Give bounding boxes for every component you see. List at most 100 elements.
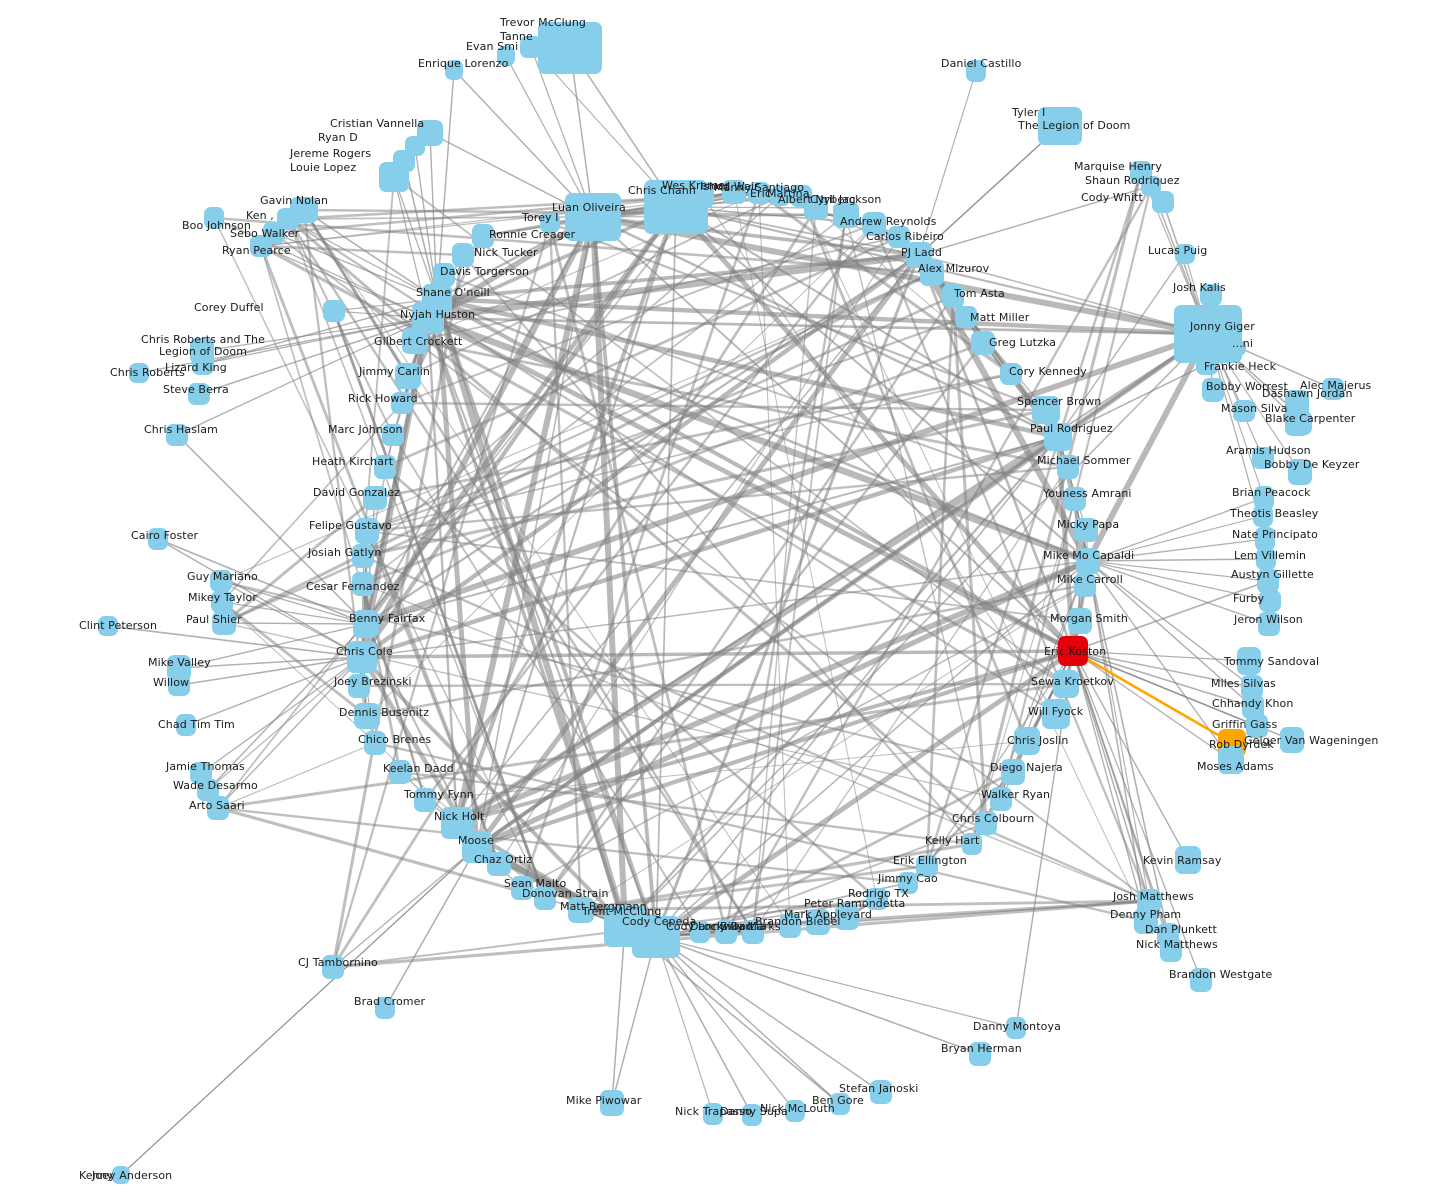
graph-node[interactable] xyxy=(1134,908,1158,934)
graph-node[interactable] xyxy=(391,392,413,414)
graph-node[interactable] xyxy=(538,22,602,74)
graph-node[interactable] xyxy=(1044,423,1072,451)
graph-node[interactable] xyxy=(1053,670,1079,698)
graph-node[interactable] xyxy=(1042,699,1070,729)
graph-node[interactable] xyxy=(354,703,380,729)
graph-node[interactable] xyxy=(862,212,886,236)
graph-node[interactable] xyxy=(898,872,918,894)
graph-node[interactable] xyxy=(540,213,560,233)
graph-node[interactable] xyxy=(1006,1017,1026,1039)
graph-node[interactable] xyxy=(1074,518,1098,542)
graph-node[interactable] xyxy=(487,852,511,876)
graph-node[interactable] xyxy=(565,193,621,241)
graph-node[interactable] xyxy=(192,353,214,375)
graph-node[interactable] xyxy=(690,182,714,208)
graph-node[interactable] xyxy=(568,897,594,923)
graph-node[interactable] xyxy=(374,455,396,479)
graph-node[interactable] xyxy=(690,921,710,943)
graph-node[interactable] xyxy=(166,424,188,446)
graph-node[interactable] xyxy=(1014,727,1040,755)
graph-node[interactable] xyxy=(975,811,997,835)
graph-node[interactable] xyxy=(770,186,790,206)
graph-node[interactable] xyxy=(962,833,982,855)
graph-node[interactable] xyxy=(197,779,219,801)
graph-node[interactable] xyxy=(1322,378,1344,400)
graph-node[interactable] xyxy=(1190,968,1212,992)
graph-node[interactable] xyxy=(497,46,515,66)
graph-node[interactable] xyxy=(920,260,944,286)
graph-node[interactable] xyxy=(1256,548,1276,570)
graph-node[interactable] xyxy=(379,162,409,192)
graph-node[interactable] xyxy=(1258,612,1280,636)
graph-node[interactable] xyxy=(1058,636,1088,666)
graph-node[interactable] xyxy=(1175,846,1201,874)
graph-node[interactable] xyxy=(352,572,374,596)
graph-node[interactable] xyxy=(779,914,801,938)
graph-node[interactable] xyxy=(382,424,404,446)
graph-node[interactable] xyxy=(323,300,345,322)
graph-node[interactable] xyxy=(364,731,386,755)
graph-node[interactable] xyxy=(942,284,964,308)
graph-node[interactable] xyxy=(1233,400,1255,422)
graph-node[interactable] xyxy=(1280,727,1304,753)
graph-node[interactable] xyxy=(1160,938,1182,962)
graph-node[interactable] xyxy=(715,920,737,944)
graph-node[interactable] xyxy=(742,1104,762,1126)
graph-node[interactable] xyxy=(190,762,212,784)
graph-node[interactable] xyxy=(966,60,986,82)
graph-node[interactable] xyxy=(389,760,411,784)
graph-node[interactable] xyxy=(353,610,379,638)
graph-node[interactable] xyxy=(250,235,272,257)
graph-node[interactable] xyxy=(888,226,910,248)
graph-node[interactable] xyxy=(1074,573,1096,597)
graph-node[interactable] xyxy=(748,182,770,204)
graph-node[interactable] xyxy=(452,243,474,267)
graph-node[interactable] xyxy=(212,611,236,635)
graph-node[interactable] xyxy=(1257,569,1279,593)
graph-node[interactable] xyxy=(98,616,118,636)
graph-node[interactable] xyxy=(916,855,938,877)
graph-node[interactable] xyxy=(395,363,421,389)
graph-node[interactable] xyxy=(1152,191,1174,213)
graph-node[interactable] xyxy=(363,486,387,510)
graph-node[interactable] xyxy=(1259,590,1281,612)
graph-node[interactable] xyxy=(433,263,455,287)
graph-node[interactable] xyxy=(1288,411,1312,435)
graph-node[interactable] xyxy=(1237,647,1261,675)
graph-node[interactable] xyxy=(1032,396,1060,424)
graph-node[interactable] xyxy=(835,904,859,930)
graph-node[interactable] xyxy=(1288,459,1312,485)
graph-node[interactable] xyxy=(511,876,533,900)
graph-node[interactable] xyxy=(971,331,995,355)
graph-node[interactable] xyxy=(168,674,190,696)
graph-node[interactable] xyxy=(1057,455,1079,479)
graph-node[interactable] xyxy=(1218,746,1244,774)
graph-node[interactable] xyxy=(804,196,828,220)
graph-node[interactable] xyxy=(1246,714,1268,738)
graph-node[interactable] xyxy=(969,1042,991,1066)
graph-node[interactable] xyxy=(1255,527,1275,551)
graph-node[interactable] xyxy=(785,1100,805,1122)
graph-node[interactable] xyxy=(1252,447,1274,469)
graph-node[interactable] xyxy=(322,955,344,979)
graph-node[interactable] xyxy=(402,328,428,354)
graph-node[interactable] xyxy=(148,528,168,550)
graph-node[interactable] xyxy=(176,714,196,736)
graph-node[interactable] xyxy=(347,641,377,673)
graph-node[interactable] xyxy=(722,180,746,204)
graph-node[interactable] xyxy=(830,1093,850,1115)
graph-node[interactable] xyxy=(1254,486,1274,510)
graph-node[interactable] xyxy=(703,1103,723,1125)
graph-node[interactable] xyxy=(352,544,374,568)
graph-node[interactable] xyxy=(445,60,463,80)
graph-node[interactable] xyxy=(472,224,494,248)
graph-node[interactable] xyxy=(1175,244,1195,264)
graph-node[interactable] xyxy=(207,796,229,820)
graph-node[interactable] xyxy=(112,1166,130,1184)
graph-node[interactable] xyxy=(204,207,224,229)
graph-node[interactable] xyxy=(1242,695,1264,719)
graph-node[interactable] xyxy=(129,363,149,383)
graph-node[interactable] xyxy=(990,787,1012,811)
graph-node[interactable] xyxy=(1230,340,1246,356)
graph-node[interactable] xyxy=(414,788,436,812)
